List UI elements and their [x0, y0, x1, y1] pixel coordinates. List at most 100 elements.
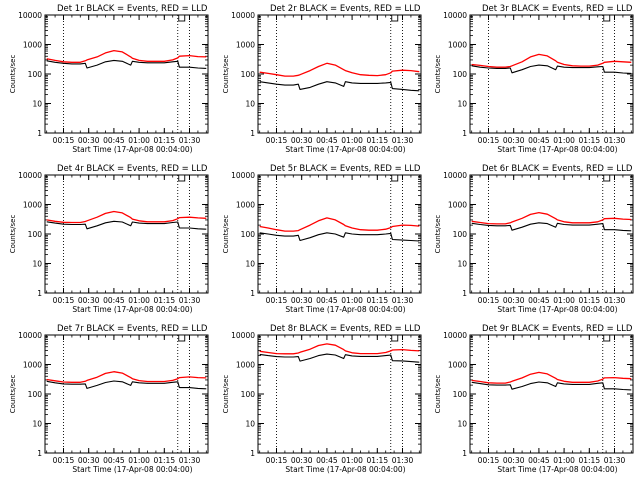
y-tick-label: 1000	[23, 201, 42, 210]
x-tick-label: 00:30	[291, 296, 313, 305]
y-axis-label: Counts/sec	[9, 215, 17, 254]
x-tick-label: 01:15	[366, 296, 388, 305]
saa-marker-box	[178, 14, 186, 22]
x-tick-label: 01:00	[128, 456, 150, 465]
x-axis-label: Start Time (17-Apr-08 00:04:00)	[285, 305, 405, 314]
x-tick-label: 00:15	[53, 456, 75, 465]
x-tick-label: 01:00	[553, 136, 575, 145]
y-tick-label: 1	[250, 289, 255, 298]
series-line-events	[471, 222, 632, 232]
x-tick-label: 01:15	[153, 136, 175, 145]
plot-frame	[469, 174, 634, 294]
y-axis-label: Counts/sec	[434, 55, 442, 94]
y-tick-label: 1000	[236, 361, 255, 370]
x-axis-label: Start Time (17-Apr-08 00:04:00)	[285, 145, 405, 154]
chart-panel-1: Det 1r BLACK = Events, RED = LLD 1 10 100 10…	[9, 4, 209, 154]
y-tick-label: 10	[245, 260, 255, 269]
x-tick-label: 00:45	[316, 136, 338, 145]
x-tick-label: 00:30	[78, 136, 100, 145]
y-tick-label: 100	[453, 70, 468, 79]
x-tick-label: 00:45	[316, 296, 338, 305]
saa-marker-box	[391, 174, 399, 182]
series-line-lld	[46, 49, 207, 63]
plot-frame	[44, 174, 209, 294]
series-line-lld	[259, 217, 420, 232]
y-tick-label: 1000	[236, 201, 255, 210]
series-line-events	[46, 59, 207, 69]
x-tick-label: 01:15	[578, 456, 600, 465]
x-tick-label: 01:30	[392, 456, 414, 465]
plot-frame	[469, 14, 634, 134]
series-line-events	[46, 220, 207, 230]
y-tick-label: 10	[457, 260, 467, 269]
y-tick-label: 100	[28, 70, 43, 79]
x-tick-label: 01:30	[392, 296, 414, 305]
x-tick-label: 01:15	[153, 456, 175, 465]
x-tick-label: 00:30	[291, 136, 313, 145]
y-axis-label: Counts/sec	[9, 55, 17, 94]
series-line-events	[471, 64, 632, 74]
x-tick-label: 00:30	[503, 296, 525, 305]
plot-frame	[257, 334, 422, 454]
y-tick-label: 10000	[231, 171, 255, 180]
x-tick-label: 00:45	[103, 136, 125, 145]
saa-marker-box	[603, 334, 611, 342]
series-line-lld	[46, 371, 207, 383]
series-line-lld	[46, 210, 207, 224]
y-tick-label: 10000	[18, 11, 42, 20]
y-tick-label: 1000	[448, 41, 467, 50]
x-tick-label: 01:30	[392, 136, 414, 145]
chart-title: Det 1r BLACK = Events, RED = LLD	[57, 4, 208, 14]
x-axis-label: Start Time (17-Apr-08 00:04:00)	[72, 305, 192, 314]
x-tick-label: 01:30	[179, 296, 201, 305]
series-line-events	[471, 381, 632, 391]
x-tick-label: 00:30	[503, 456, 525, 465]
x-axis-label: Start Time (17-Apr-08 00:04:00)	[497, 305, 617, 314]
chart-title: Det 9r BLACK = Events, RED = LLD	[482, 324, 633, 334]
y-axis-label: Counts/sec	[222, 55, 230, 94]
x-tick-label: 01:15	[578, 296, 600, 305]
y-tick-label: 10	[457, 100, 467, 109]
x-tick-label: 00:45	[528, 456, 550, 465]
x-tick-label: 01:30	[604, 296, 626, 305]
y-tick-label: 10000	[18, 171, 42, 180]
x-tick-label: 01:30	[604, 456, 626, 465]
y-tick-label: 100	[28, 230, 43, 239]
y-tick-label: 10	[32, 100, 42, 109]
series-line-lld	[471, 53, 632, 68]
x-tick-label: 00:30	[503, 136, 525, 145]
x-tick-label: 00:15	[478, 456, 500, 465]
y-tick-label: 1	[250, 449, 255, 458]
chart-panel-9: Det 9r BLACK = Events, RED = LLD 1 10 100 10…	[434, 324, 634, 474]
y-tick-label: 1	[37, 449, 42, 458]
x-tick-label: 00:15	[478, 136, 500, 145]
x-tick-label: 00:45	[103, 456, 125, 465]
chart-title: Det 5r BLACK = Events, RED = LLD	[270, 164, 421, 174]
chart-panel-5: Det 5r BLACK = Events, RED = LLD 1 10 100 10…	[222, 164, 422, 314]
series-line-lld	[259, 343, 420, 355]
y-tick-label: 10000	[18, 331, 42, 340]
series-line-events	[259, 232, 420, 242]
x-tick-label: 01:00	[341, 136, 363, 145]
x-axis-label: Start Time (17-Apr-08 00:04:00)	[497, 145, 617, 154]
x-tick-label: 00:45	[528, 296, 550, 305]
chart-panel-7: Det 7r BLACK = Events, RED = LLD 1 10 100 10…	[9, 324, 209, 474]
plot-frame	[44, 334, 209, 454]
y-tick-label: 100	[453, 390, 468, 399]
y-tick-label: 1000	[23, 361, 42, 370]
x-tick-label: 01:15	[366, 456, 388, 465]
y-tick-label: 100	[453, 230, 468, 239]
y-axis-label: Counts/sec	[434, 215, 442, 254]
saa-marker-box	[178, 334, 186, 342]
x-tick-label: 00:45	[528, 136, 550, 145]
y-tick-label: 1	[37, 129, 42, 138]
chart-title: Det 2r BLACK = Events, RED = LLD	[270, 4, 421, 14]
x-tick-label: 00:30	[291, 456, 313, 465]
y-tick-label: 10000	[231, 331, 255, 340]
y-tick-label: 1	[250, 129, 255, 138]
series-line-events	[259, 81, 420, 92]
series-line-events	[46, 380, 207, 390]
y-tick-label: 10	[245, 100, 255, 109]
x-axis-label: Start Time (17-Apr-08 00:04:00)	[72, 465, 192, 474]
x-axis-label: Start Time (17-Apr-08 00:04:00)	[285, 465, 405, 474]
